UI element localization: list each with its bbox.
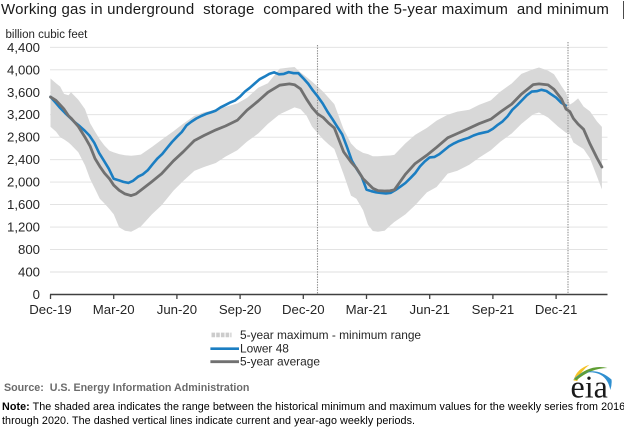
svg-text:2,000: 2,000 [7,175,40,190]
svg-text:Jun-21: Jun-21 [410,302,450,317]
svg-text:5-year average: 5-year average [240,354,320,368]
svg-text:Mar-21: Mar-21 [346,302,388,317]
svg-text:3,600: 3,600 [7,85,40,100]
svg-text:2,800: 2,800 [7,130,40,145]
svg-text:1,200: 1,200 [7,220,40,235]
svg-text:Dec-19: Dec-19 [29,302,72,317]
svg-text:Dec-20: Dec-20 [282,302,325,317]
svg-text:2,400: 2,400 [7,152,40,167]
svg-text:Mar-20: Mar-20 [93,302,135,317]
svg-text:4,000: 4,000 [7,62,40,77]
svg-text:5-year maximum - minimum range: 5-year maximum - minimum range [240,328,421,342]
svg-text:Sep-20: Sep-20 [219,302,262,317]
svg-text:1,600: 1,600 [7,197,40,212]
svg-text:eia: eia [571,369,608,405]
svg-text:800: 800 [18,242,40,257]
svg-text:Sep-21: Sep-21 [472,302,515,317]
svg-text:3,200: 3,200 [7,107,40,122]
svg-text:Dec-21: Dec-21 [535,302,578,317]
svg-text:400: 400 [18,265,40,280]
svg-text:0: 0 [33,287,40,302]
svg-text:Lower 48: Lower 48 [240,342,289,356]
svg-text:4,400: 4,400 [7,40,40,55]
svg-text:Jun-20: Jun-20 [157,302,197,317]
